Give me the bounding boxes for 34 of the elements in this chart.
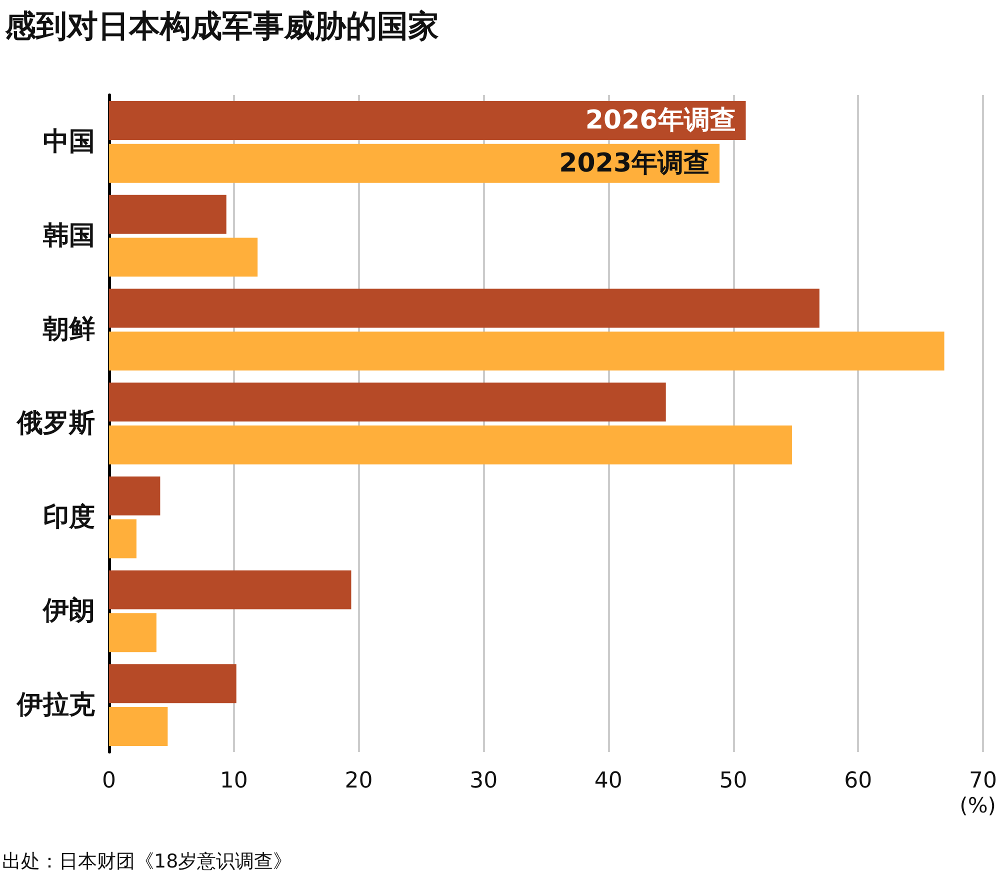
y-tick-label: 伊朗: [42, 596, 95, 626]
x-tick-label: 50: [719, 768, 748, 794]
bar: [109, 101, 746, 140]
chart-title: 感到对日本构成军事威胁的国家: [4, 8, 439, 44]
bar: [109, 613, 156, 652]
x-tick-label: 10: [220, 768, 248, 794]
text: 出处：日本财团《18岁意识调查》: [2, 850, 292, 872]
x-tick-label: 20: [344, 768, 373, 794]
x-tick-label: 40: [594, 768, 622, 794]
series-label: 2026年调查: [585, 106, 736, 136]
bar: [109, 332, 944, 371]
x-tick-label: 0: [102, 768, 116, 794]
y-tick-label: 俄罗斯: [16, 408, 95, 438]
y-tick-label: 印度: [43, 502, 95, 532]
y-tick-label: 朝鲜: [42, 314, 95, 345]
bar: [109, 707, 168, 746]
x-tick-label: 60: [844, 768, 872, 794]
bar: [109, 288, 820, 328]
series-label: 2023年调查: [559, 148, 710, 178]
bar: [109, 570, 352, 610]
bar: [109, 425, 792, 464]
x-axis-title: (%): [960, 794, 996, 818]
bar: [109, 664, 236, 704]
y-tick-label: 中国: [43, 126, 95, 157]
bar: [109, 519, 136, 558]
bar: [109, 144, 720, 183]
x-tick-label: 70: [969, 768, 997, 794]
y-tick-label: 伊拉克: [16, 690, 95, 720]
y-tick-label: 韩国: [42, 220, 95, 251]
bar: [109, 476, 160, 516]
x-tick-label: 30: [470, 768, 498, 794]
bar: [109, 238, 258, 277]
bar: [109, 382, 666, 422]
bar: [109, 194, 226, 234]
